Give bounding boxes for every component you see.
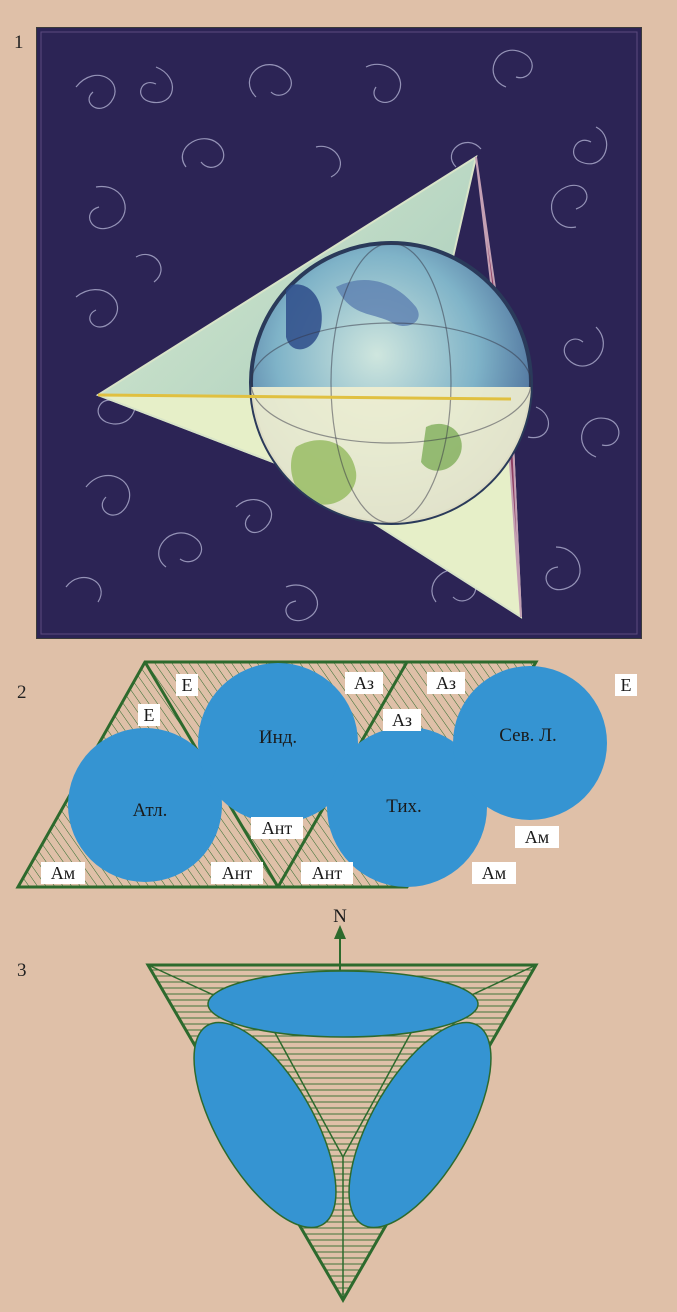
- continent-label-america: Ам: [482, 863, 506, 883]
- ocean-indian: [198, 663, 358, 823]
- panel-number-1: 1: [14, 32, 24, 53]
- continent-label-asia: Аз: [354, 673, 374, 693]
- ocean-label-indian: Инд.: [259, 727, 297, 748]
- ocean-ellipse-top: [207, 970, 479, 1038]
- ocean-label-arctic: Сев. Л.: [499, 725, 556, 746]
- continent-label-america: Ам: [51, 863, 75, 883]
- ocean-arctic: [453, 666, 607, 820]
- globe-tetrahedron-painting: [36, 27, 642, 639]
- ocean-label-pacific: Тих.: [386, 796, 422, 817]
- continent-label-antarctica: Ант: [262, 818, 293, 838]
- continent-label-antarctica: Ант: [222, 863, 253, 883]
- north-label: N: [333, 906, 347, 927]
- continent-label-asia: Аз: [436, 673, 456, 693]
- continent-label-america: Ам: [525, 827, 549, 847]
- triangle-projection-diagram: N: [145, 906, 539, 1303]
- ocean-label-atlantic: Атл.: [133, 800, 168, 821]
- continent-label-europe: Е: [182, 675, 193, 695]
- ocean-pacific: [327, 727, 487, 887]
- continent-label-europe: Е: [144, 705, 155, 725]
- continent-label-europe: Е: [621, 675, 632, 695]
- continent-label-antarctica: Ант: [312, 863, 343, 883]
- swirl-pattern: [65, 49, 620, 622]
- continent-label-asia: Аз: [392, 710, 412, 730]
- panel-number-3: 3: [17, 960, 27, 981]
- ocean-ellipse-left: [193, 1021, 337, 1229]
- tetrahedron-net-diagram: Атл. Инд. Тих. Сев. Л. Е Е Е Аз Аз Аз Ан…: [15, 660, 637, 889]
- panel-number-2: 2: [17, 682, 27, 703]
- ocean-atlantic: [68, 728, 222, 882]
- ocean-ellipse-right: [348, 1021, 492, 1229]
